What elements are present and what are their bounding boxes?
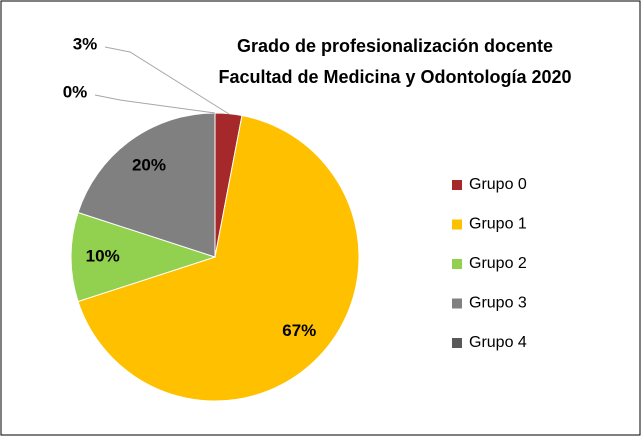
legend-swatch xyxy=(452,338,462,348)
legend-swatch xyxy=(452,259,462,269)
chart-title: Facultad de Medicina y Odontología 2020 xyxy=(218,67,571,87)
legend-label: Grupo 1 xyxy=(469,216,527,233)
legend-label: Grupo 3 xyxy=(469,295,527,312)
data-label: 0% xyxy=(63,82,88,101)
legend-swatch xyxy=(452,219,462,230)
data-label: 67% xyxy=(282,321,316,340)
pie-slice xyxy=(77,112,216,258)
chart-title: Grado de profesionalización docente xyxy=(237,36,553,56)
data-label: 10% xyxy=(86,246,120,265)
legend-swatch xyxy=(452,180,462,190)
pie-slice xyxy=(77,114,360,402)
legend-label: Grupo 4 xyxy=(469,334,527,351)
pie-slice xyxy=(70,211,217,303)
legend-label: Grupo 2 xyxy=(469,255,527,272)
leader-line xyxy=(104,46,230,115)
legend-swatch xyxy=(452,298,462,309)
data-label: 3% xyxy=(73,34,98,53)
leader-line xyxy=(94,94,216,114)
legend-label: Grupo 0 xyxy=(469,176,527,193)
data-label: 20% xyxy=(132,156,166,175)
